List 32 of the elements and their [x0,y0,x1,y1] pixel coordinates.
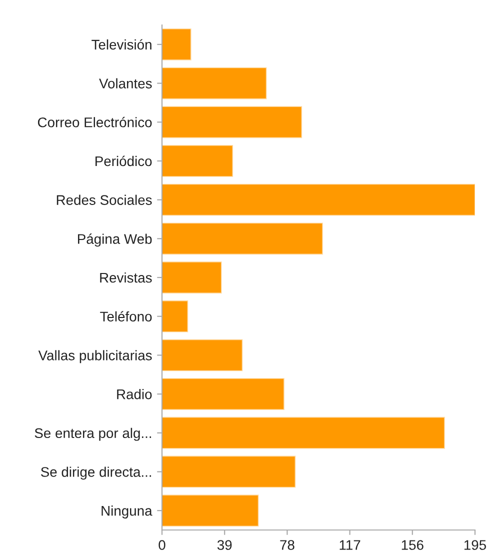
y-tick-label: Teléfono [100,311,152,322]
y-tick-label: Revistas [100,272,152,283]
y-tick-label: Periódico [96,156,152,166]
bar [162,378,284,410]
bar [162,67,267,100]
y-tick-label: Redes Sociales [56,194,152,205]
y-tick-label: Volantes [99,78,152,88]
y-tick-label: Televisión [92,39,152,50]
x-tick-label: 0 [158,540,166,550]
bar [162,28,192,60]
bar [162,339,243,372]
bar [162,456,296,488]
x-tick-label: 117 [340,540,360,550]
x-tick-label: 78 [280,540,294,550]
bar [162,300,188,332]
y-tick-label: Vallas publicitarias [38,350,152,364]
x-tick-label: 156 [402,540,424,550]
bar [162,145,234,177]
bar [162,106,302,138]
bar [162,494,259,527]
bar [162,262,222,294]
y-tick-label: Se entera por alg... [34,428,152,441]
y-tick-label: Ninguna [102,506,152,518]
y-tick-label: Se dirige directa... [40,466,152,480]
bar [162,416,445,449]
x-tick-label: 195 [464,540,486,550]
bar [162,222,323,255]
y-tick-label: Correo Electrónico [38,116,152,128]
y-tick-label: Página Web [78,234,152,247]
y-tick-label: Radio [117,389,152,400]
bar [162,184,475,216]
x-tick-label: 39 [217,540,232,550]
